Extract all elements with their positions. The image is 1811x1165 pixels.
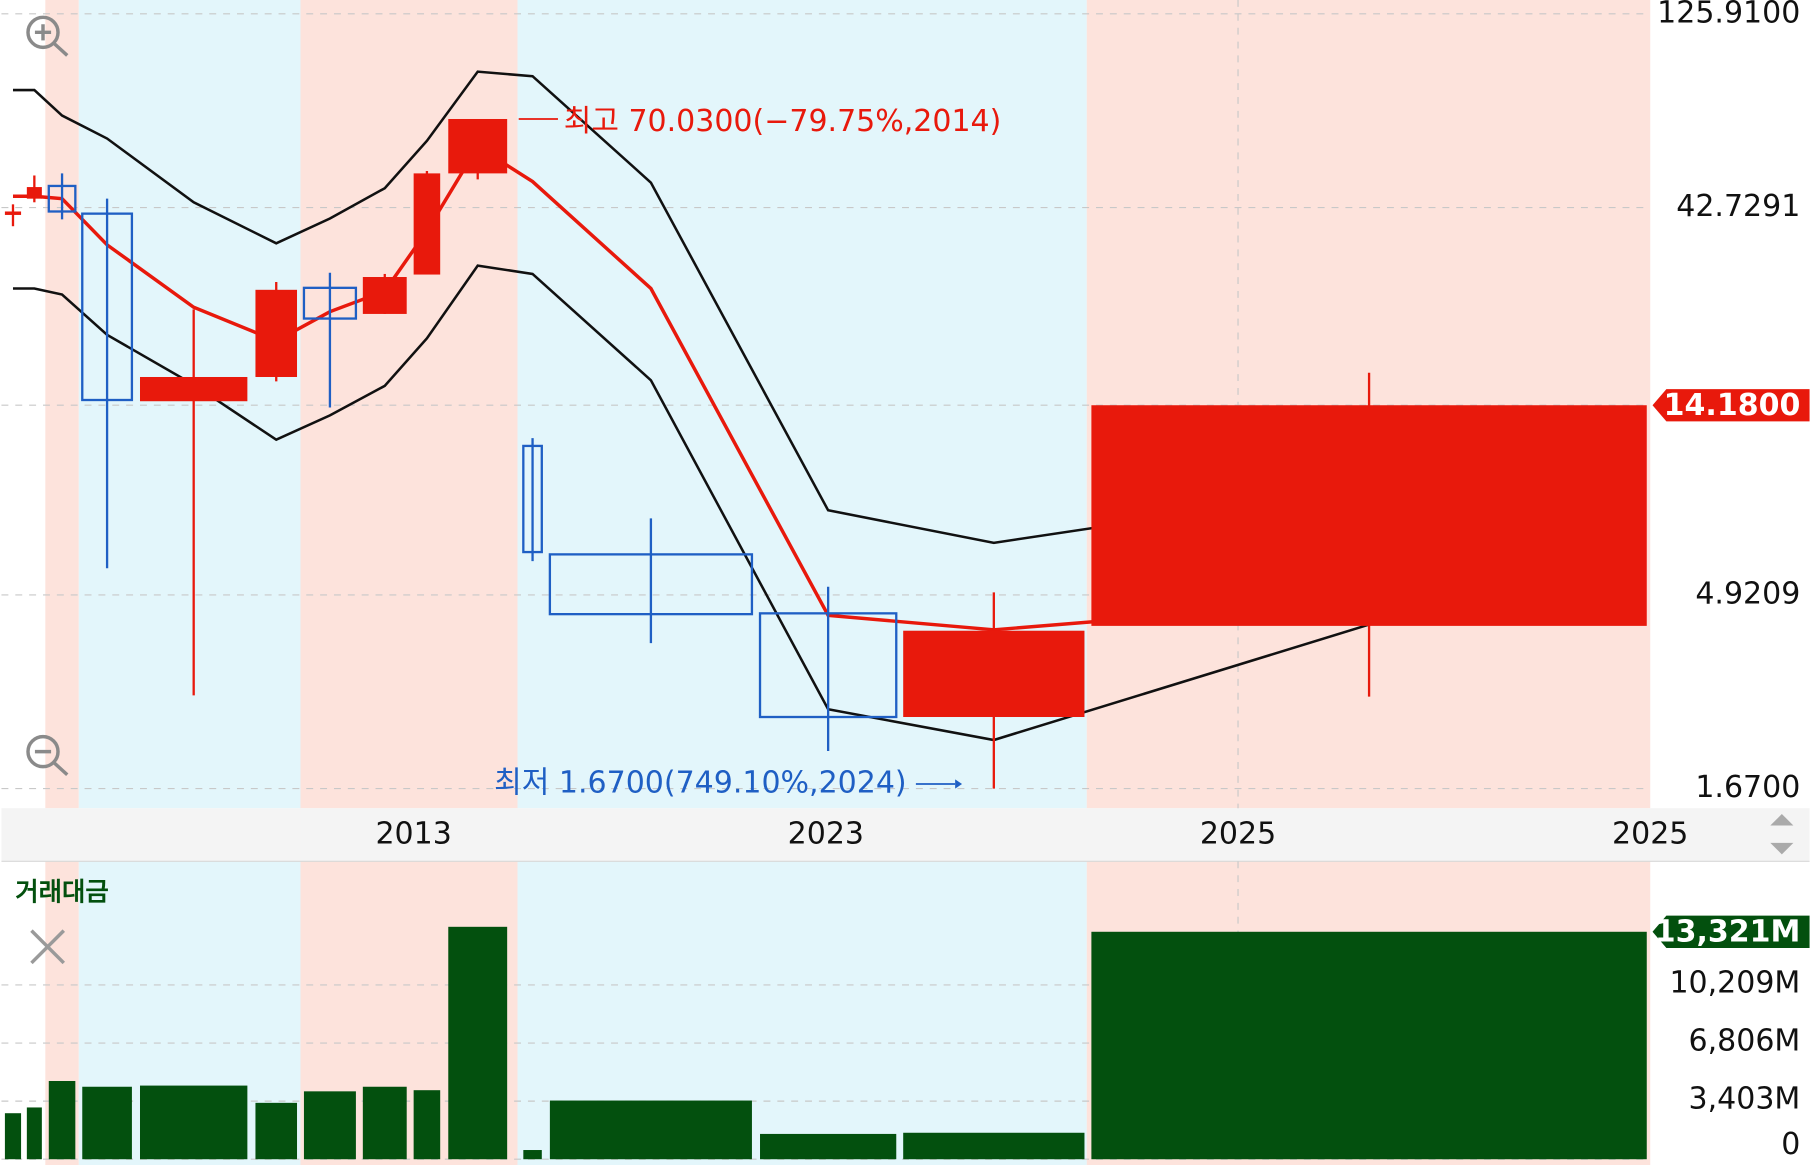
candle-body: [362, 277, 407, 314]
candle-body: [4, 211, 22, 215]
last-price-label: 14.1800: [1664, 388, 1801, 423]
candle-body: [903, 630, 1085, 718]
last-price-tag: [1652, 389, 1810, 422]
candle-body: [139, 376, 248, 402]
axis-scroll-button[interactable]: [1770, 813, 1794, 855]
x-tick-label: 2025: [1200, 816, 1276, 851]
indicator-title: 거래대금: [15, 877, 108, 907]
y-tick-label: 42.7291: [1676, 189, 1800, 224]
volume-bar: [82, 1086, 132, 1160]
period-band: [78, 0, 301, 809]
volume-bar: [4, 1113, 22, 1160]
volume-bar: [523, 1150, 542, 1160]
y-tick-label: 125.9100: [1657, 0, 1800, 30]
x-tick-label: 2013: [375, 816, 451, 851]
candle-body: [255, 289, 298, 377]
volume-bar: [903, 1132, 1085, 1160]
candle-body: [448, 118, 508, 174]
y-tick-label: 4.9209: [1695, 576, 1800, 611]
volume-bar: [760, 1133, 897, 1160]
volume-bar: [413, 1090, 441, 1160]
period-band: [45, 0, 79, 809]
volume-bar: [139, 1085, 248, 1160]
candle-body: [548, 553, 754, 616]
volume-bar: [362, 1086, 407, 1160]
x-axis-strip: [1, 808, 1810, 862]
price-panel: 125.9100 42.7291 14.1800 4.9209 1.6700 2013 20…: [1, 0, 1810, 851]
candle-body: [413, 173, 441, 275]
volume-bar: [255, 1102, 298, 1160]
volume-bar: [303, 1091, 356, 1160]
volume-panel: 0 3,403M 6,806M 10,209M 거래대금 13,321M: [1, 877, 1810, 1162]
y-tick-label: 10,209M: [1669, 965, 1800, 1000]
candle-body: [26, 187, 42, 199]
y-tick-label: 3,403M: [1689, 1081, 1801, 1116]
x-tick-label: 2023: [788, 816, 864, 851]
controls: [26, 15, 1794, 965]
volume-bar: [48, 1080, 76, 1160]
envelope-line: [12, 264, 1370, 742]
volume-bar: [549, 1100, 752, 1160]
zoom-out-button[interactable]: [26, 734, 69, 777]
low-annotation: 최저 1.6700(749.10%,2024): [494, 765, 906, 800]
last-value-label: 13,321M: [1655, 914, 1801, 949]
candle-body: [81, 212, 134, 402]
high-annotation: 최고 70.0300(−79.75%,2014): [564, 104, 1002, 139]
last-value-tag: [1652, 915, 1810, 948]
y-tick-label: 1.6700: [1695, 770, 1800, 805]
volume-bar: [1091, 931, 1647, 1160]
candle-body: [47, 184, 77, 213]
y-tick-label: 0: [1781, 1127, 1800, 1162]
y-tick-label: 6,806M: [1689, 1023, 1801, 1058]
volume-bar: [26, 1107, 42, 1160]
zoom-in-button[interactable]: [26, 15, 69, 57]
x-tick-label: 2025: [1612, 816, 1688, 851]
candle-body: [522, 444, 543, 554]
envelope-line: [12, 70, 1370, 545]
close-indicator-button[interactable]: [30, 929, 66, 965]
volume-bar: [448, 926, 508, 1160]
annotation-arrow: [955, 779, 963, 789]
candle-body: [758, 612, 898, 719]
candle-body: [1091, 405, 1647, 626]
candle-body: [302, 286, 358, 320]
